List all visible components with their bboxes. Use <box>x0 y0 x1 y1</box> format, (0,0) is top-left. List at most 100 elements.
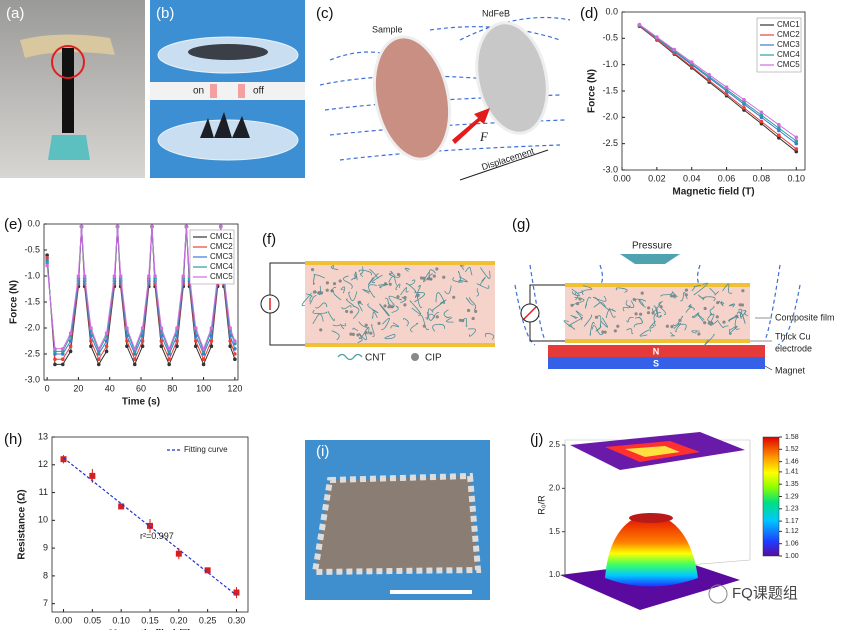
cnt-fiber <box>655 315 662 318</box>
data-point <box>53 357 57 362</box>
cnt-fiber <box>479 276 486 286</box>
data-point <box>742 97 746 102</box>
colorbar <box>762 436 780 557</box>
cip-particle <box>639 312 643 316</box>
cip-particle <box>325 281 329 285</box>
data-point <box>209 344 214 349</box>
magnet-label: NdFeB <box>482 8 510 18</box>
force-arrow <box>452 108 490 144</box>
highlight-circle <box>51 45 85 79</box>
z-tick-label: 1.5 <box>549 527 561 536</box>
cip-particle <box>646 311 651 315</box>
cip-particle <box>669 294 674 298</box>
panel-label: (b) <box>156 5 174 22</box>
sensor-array <box>315 476 478 572</box>
south-label: S <box>653 358 659 368</box>
x-tick-label: 0.15 <box>141 615 159 625</box>
data-point <box>68 339 73 343</box>
cnt-fiber <box>459 265 465 271</box>
data-point <box>777 133 781 138</box>
cnt-fiber <box>673 322 682 333</box>
cnt-fiber <box>583 314 592 327</box>
colorbar-tick-label: 1.35 <box>785 481 799 488</box>
data-point <box>140 339 145 343</box>
legend-label: CMC3 <box>777 40 800 49</box>
cnt-fiber <box>469 297 477 311</box>
cnt-fiber <box>315 302 328 309</box>
cnt-fiber <box>709 287 719 296</box>
on-label: on <box>193 86 204 97</box>
cnt-fiber <box>389 270 396 276</box>
y-tick-label: -1.0 <box>24 270 40 280</box>
cnt-fiber <box>609 308 616 312</box>
cip-particle <box>458 318 462 322</box>
data-point <box>689 60 694 64</box>
data-point <box>150 224 154 229</box>
data-point <box>655 35 659 39</box>
cnt-fiber <box>651 301 664 312</box>
x-tick-label: 0.20 <box>170 615 188 625</box>
x-tick-label: 60 <box>136 383 146 393</box>
panel-label: (d) <box>580 5 598 22</box>
data-point <box>53 352 57 356</box>
cnt-fiber <box>696 313 705 322</box>
data-point <box>777 123 781 127</box>
cnt-fiber <box>691 284 702 292</box>
cnt-fiber <box>416 293 423 309</box>
data-point <box>159 326 164 330</box>
cnt-fiber <box>354 271 358 281</box>
cip-particle <box>388 304 392 309</box>
data-point <box>82 274 87 278</box>
data-point <box>68 344 73 349</box>
switch <box>238 84 245 98</box>
legend-label: CMC1 <box>777 20 800 29</box>
cnt-fiber <box>709 305 715 315</box>
cnt-fiber <box>423 271 433 283</box>
cnt-fiber <box>341 305 352 310</box>
data-point <box>742 106 746 110</box>
y-tick-label: 7 <box>43 598 48 608</box>
colorbar-tick-label: 1.00 <box>785 553 799 560</box>
off-label: off <box>253 86 264 97</box>
cnt-fiber <box>340 323 347 330</box>
data-point <box>104 339 109 343</box>
surface <box>605 513 698 587</box>
x-tick-label: 100 <box>196 383 211 393</box>
cnt-fiber <box>371 324 375 337</box>
data-point <box>707 78 711 83</box>
electrode <box>305 261 495 265</box>
cnt-fiber <box>649 320 656 329</box>
y-tick-label: 8 <box>43 570 48 580</box>
spikes <box>200 112 250 138</box>
cnt-fiber <box>428 269 436 281</box>
magnet-north <box>548 345 765 357</box>
data-point <box>724 92 729 96</box>
cip-particle <box>659 305 663 309</box>
data-point <box>794 141 799 146</box>
y-tick-label: 10 <box>38 515 48 525</box>
cip-particle <box>388 282 392 286</box>
cnt-fiber <box>717 321 729 329</box>
cnt-label: CNT <box>365 353 386 364</box>
data-point <box>724 85 729 90</box>
cip-particle <box>665 324 669 328</box>
north-label: N <box>653 346 660 356</box>
cip-particle <box>310 268 315 272</box>
data-point <box>45 263 49 268</box>
data-point <box>96 352 101 356</box>
cip-particle <box>634 312 638 316</box>
data-point <box>794 139 799 143</box>
data-point <box>89 344 93 349</box>
magnet-disk <box>475 21 549 135</box>
cip-particle <box>345 309 349 314</box>
data-point <box>201 357 206 362</box>
data-point <box>759 113 764 118</box>
cip-particle <box>419 276 424 280</box>
data-point <box>96 362 101 367</box>
data-point <box>201 347 206 351</box>
cip-particle <box>435 267 439 271</box>
field-line <box>429 26 561 41</box>
data-point <box>218 224 223 229</box>
dish <box>157 119 299 161</box>
cip-particle <box>369 331 373 335</box>
